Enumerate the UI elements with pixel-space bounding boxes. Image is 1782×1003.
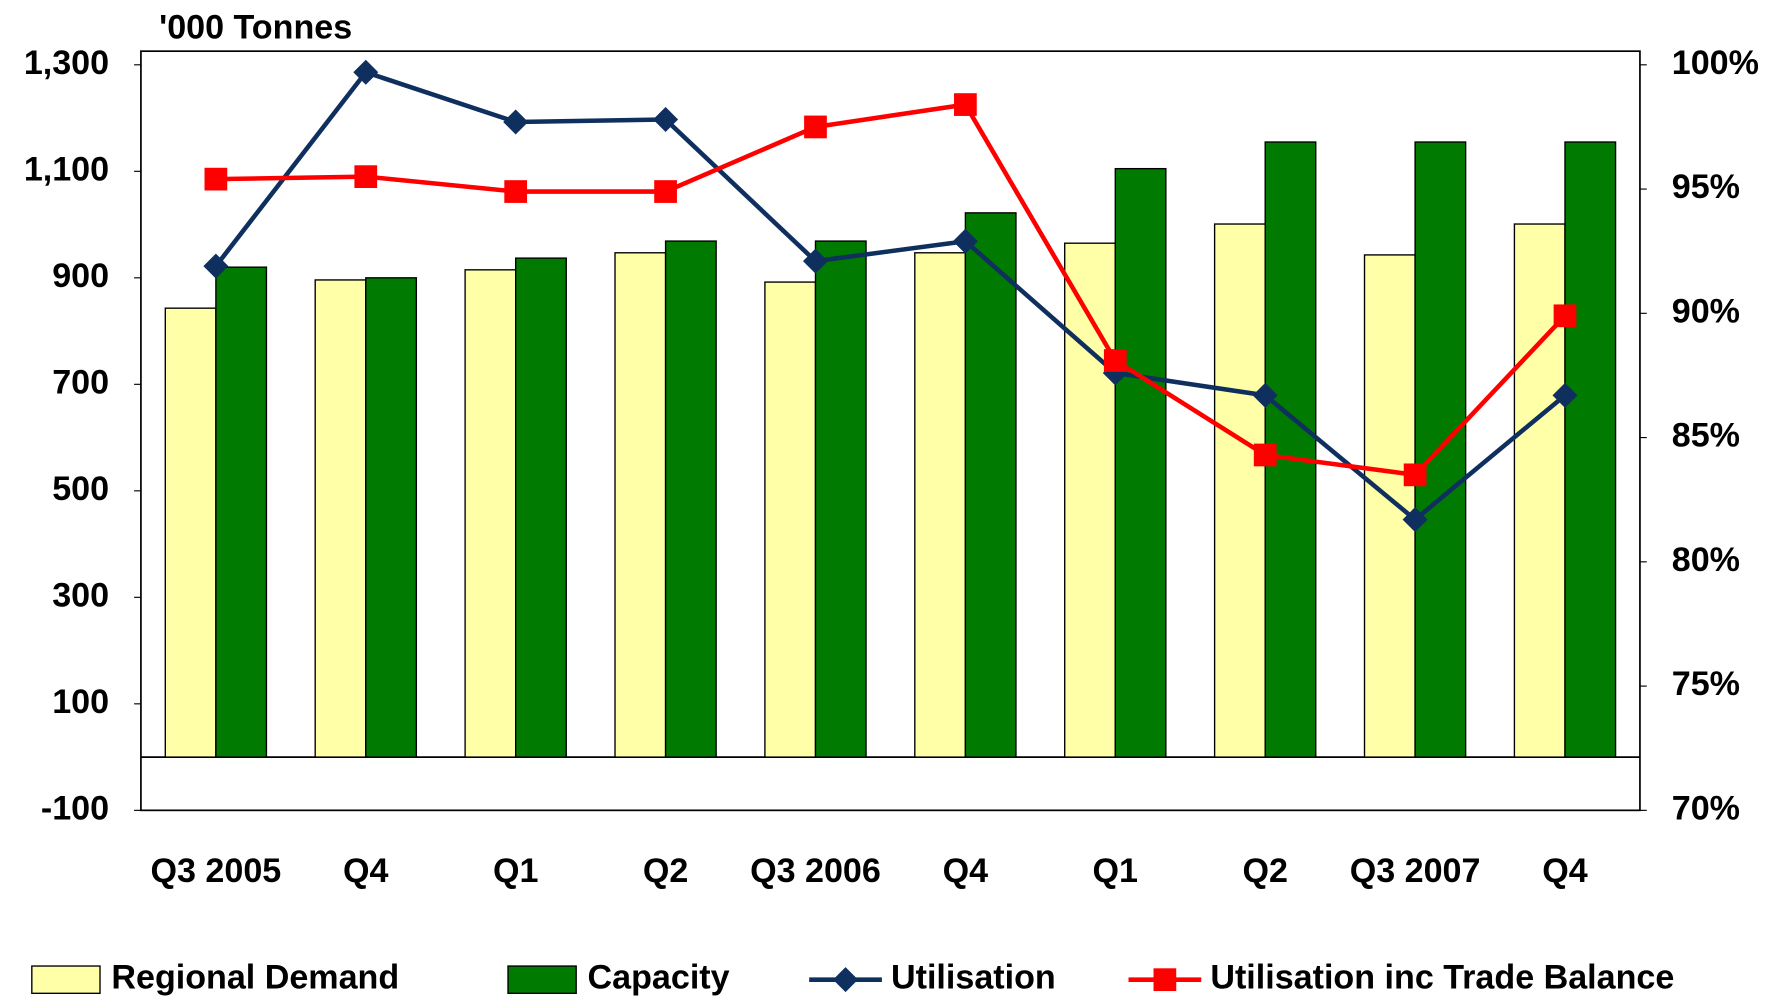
bar <box>764 281 817 758</box>
legend-label: Utilisation inc Trade Balance <box>1210 959 1674 997</box>
line <box>214 69 1567 523</box>
x-tick-label: Q2 <box>1242 852 1287 890</box>
legend-swatch <box>31 965 101 994</box>
bar <box>1513 223 1566 758</box>
plot-frame <box>140 50 1641 812</box>
bar <box>964 212 1017 758</box>
bar <box>1564 141 1617 758</box>
y2-tick-label: 85% <box>1672 417 1740 455</box>
line-marker <box>952 228 978 254</box>
line-marker <box>354 165 378 189</box>
y-tick-label: 500 <box>52 470 109 508</box>
x-tick-label: Q1 <box>493 852 538 890</box>
bar <box>365 277 418 758</box>
line-marker <box>1553 304 1577 328</box>
line-marker <box>203 253 229 279</box>
y-tick-label: 1,100 <box>24 150 109 188</box>
line-marker <box>353 59 379 85</box>
y2-tick-label: 80% <box>1672 541 1740 579</box>
line <box>215 102 1567 478</box>
legend-label: Capacity <box>588 959 730 997</box>
x-tick-label: Q1 <box>1093 852 1138 890</box>
x-tick-label: Q3 2006 <box>750 852 881 890</box>
x-tick-label: Q3 2007 <box>1350 852 1481 890</box>
line-marker <box>804 115 827 139</box>
bar <box>914 252 967 758</box>
x-tick-label: Q3 2005 <box>150 852 281 890</box>
y-tick-label: 100 <box>52 683 109 721</box>
y2-tick-label: 90% <box>1672 292 1740 330</box>
y-tick-label: 700 <box>52 363 109 401</box>
y2-tick-label: 100% <box>1672 44 1759 82</box>
bar <box>314 279 367 758</box>
bar <box>614 252 667 758</box>
x-tick-label: Q4 <box>343 852 389 890</box>
legend-marker <box>1153 968 1177 992</box>
line-marker <box>503 109 529 135</box>
line-marker <box>654 180 677 203</box>
bar <box>1064 242 1116 758</box>
bar <box>1114 167 1167 758</box>
line-marker <box>954 93 977 116</box>
y-tick-label: -100 <box>41 789 109 827</box>
legend-label: Utilisation <box>891 959 1056 997</box>
bar <box>464 269 517 758</box>
y-tick-label: 300 <box>52 576 109 614</box>
y2-tick-label: 70% <box>1672 789 1740 827</box>
bar <box>814 240 867 758</box>
legend-swatch <box>507 965 577 994</box>
line-marker <box>504 180 528 203</box>
x-tick-label: Q4 <box>943 852 989 890</box>
bar <box>514 257 567 758</box>
bar <box>215 266 268 758</box>
bar <box>164 307 217 758</box>
y2-tick-label: 75% <box>1672 665 1740 703</box>
legend-label: Regional Demand <box>111 959 399 997</box>
x-tick-label: Q2 <box>643 852 688 890</box>
y-axis-label: '000 Tonnes <box>159 9 352 47</box>
y-tick-label: 900 <box>52 257 109 295</box>
line-marker <box>1103 349 1127 372</box>
line-marker <box>204 167 228 191</box>
legend-marker <box>833 967 859 993</box>
line-marker <box>1402 507 1428 533</box>
line-marker <box>1253 443 1277 467</box>
bar <box>1363 254 1416 758</box>
y-tick-label: 1,300 <box>24 44 109 82</box>
bar <box>664 240 717 758</box>
bar <box>1213 223 1266 758</box>
y2-tick-label: 95% <box>1672 168 1740 206</box>
line-marker <box>1403 463 1427 487</box>
x-tick-label: Q4 <box>1542 852 1588 890</box>
